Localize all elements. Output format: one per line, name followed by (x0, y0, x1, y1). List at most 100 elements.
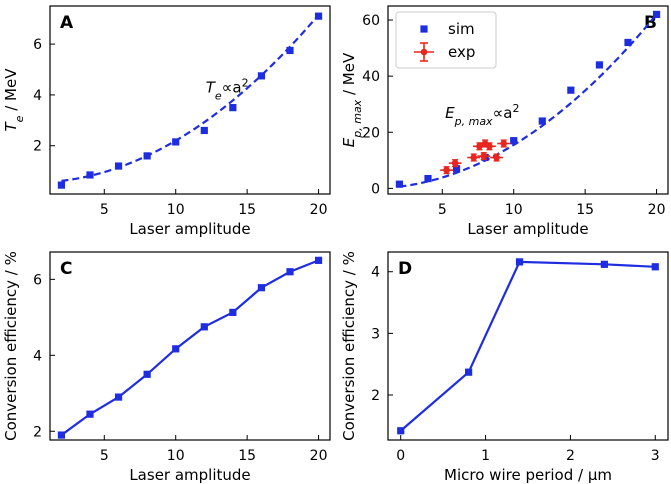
series-line (60, 259, 319, 436)
data-point (86, 171, 94, 179)
exp-point (470, 154, 478, 161)
data-point (143, 152, 151, 160)
data-point (86, 410, 94, 418)
data-point (200, 126, 208, 135)
exp-point (476, 142, 483, 150)
fit-annotation: Ep, max∝a2 (445, 102, 519, 128)
plot-frame (387, 5, 669, 195)
x-tick-label: 1 (481, 448, 490, 464)
data-point (200, 323, 208, 331)
x-tick-label: 10 (505, 202, 523, 218)
y-axis-label-rest: / MeV (340, 52, 358, 100)
x-tick-label: 20 (310, 448, 328, 464)
exp-point (500, 140, 508, 147)
y-tick-label: 60 (362, 13, 380, 29)
y-tick-label: 6 (33, 272, 42, 288)
y-axis-label: Conversion efficiency / % (340, 251, 358, 441)
fit-annotation-symbol: E (445, 104, 455, 122)
data-point (465, 368, 473, 376)
data-point (510, 137, 518, 145)
panel-label: C (60, 259, 72, 279)
x-tick-label: 3 (651, 448, 660, 464)
y-tick-label: 3 (371, 326, 380, 342)
fit-annotation-rest: ∝a (222, 78, 242, 96)
fit-annotation-superscript: 2 (513, 102, 520, 115)
plot-frame (49, 251, 331, 441)
y-axis-label-symbol: E (340, 137, 358, 147)
x-tick-label: 15 (238, 448, 256, 464)
exp-point (480, 152, 488, 160)
x-tick-label: 20 (648, 202, 666, 218)
plot-frame (49, 5, 331, 195)
data-point (424, 174, 432, 183)
data-point (595, 61, 604, 69)
data-point (314, 256, 323, 264)
y-axis-label-subscript: e (13, 115, 26, 122)
data-point (395, 180, 404, 188)
y-axis-label-rest: / MeV (2, 68, 20, 116)
data-point (229, 308, 237, 316)
exp-point (451, 159, 459, 167)
panel-b: 5 10 15 20 0 20 40 60 Laser amplitude Ep, max / M… (340, 5, 669, 238)
y-tick-label: 4 (33, 348, 42, 364)
x-axis-label: Laser amplitude (467, 220, 588, 238)
data-point (57, 181, 66, 189)
y-axis-label: Ep, max / MeV (340, 52, 364, 147)
data-point (229, 104, 237, 112)
y-tick-label: 20 (362, 125, 380, 141)
y-tick-label: 2 (33, 424, 42, 440)
panel-d: 0 1 2 3 2 3 4 Micro wire period / μm Conversion … (340, 251, 669, 484)
data-point (172, 138, 180, 146)
data-point (624, 38, 632, 47)
y-axis-label-symbol: T (2, 120, 20, 131)
y-tick-label: 40 (362, 69, 380, 85)
data-point (651, 263, 659, 271)
exp-point (493, 154, 500, 161)
y-tick-label: 6 (33, 37, 42, 53)
data-point (397, 427, 405, 435)
x-tick-label: 20 (310, 202, 328, 218)
plot-frame (387, 251, 669, 441)
data-point (652, 10, 661, 19)
x-tick-label: 5 (438, 202, 447, 218)
fit-curve (61, 14, 320, 182)
x-tick-label: 15 (576, 202, 594, 218)
data-point (114, 393, 123, 401)
legend-sim-label: sim (448, 20, 475, 38)
data-point (452, 165, 461, 173)
data-point (314, 12, 323, 20)
x-tick-label: 5 (100, 202, 109, 218)
legend-box (395, 11, 497, 69)
data-point (172, 345, 180, 353)
fit-annotation-subscript: p, max (454, 115, 493, 128)
fit-annotation-subscript: e (215, 89, 222, 102)
x-tick-label: 10 (167, 448, 185, 464)
data-point (257, 284, 266, 292)
x-tick-label: 0 (396, 448, 405, 464)
x-tick-label: 2 (566, 448, 575, 464)
y-tick-label: 4 (371, 265, 380, 281)
y-axis-label: Te / MeV (2, 68, 26, 132)
fit-annotation: Te∝a2 (206, 76, 249, 102)
panel-c: 5 10 15 20 2 4 6 Laser amplitude Conversion effi… (2, 251, 331, 484)
fit-annotation-superscript: 2 (242, 76, 249, 89)
data-point (257, 72, 266, 80)
data-point (57, 431, 66, 439)
legend-exp-label: exp (448, 43, 475, 61)
data-point (567, 86, 575, 94)
exp-point (443, 166, 450, 174)
y-tick-label: 2 (33, 139, 42, 155)
legend-sim-marker (420, 25, 428, 33)
panel-label: D (398, 259, 412, 279)
y-tick-label: 0 (371, 181, 380, 197)
x-axis-label: Micro wire period / μm (444, 466, 612, 484)
y-axis-label: Conversion efficiency / % (2, 251, 20, 441)
legend-exp-marker (420, 48, 428, 56)
data-point (515, 258, 524, 266)
x-tick-label: 10 (167, 202, 185, 218)
panel-label: A (60, 13, 74, 33)
series-line (400, 260, 656, 432)
data-point (286, 268, 294, 276)
